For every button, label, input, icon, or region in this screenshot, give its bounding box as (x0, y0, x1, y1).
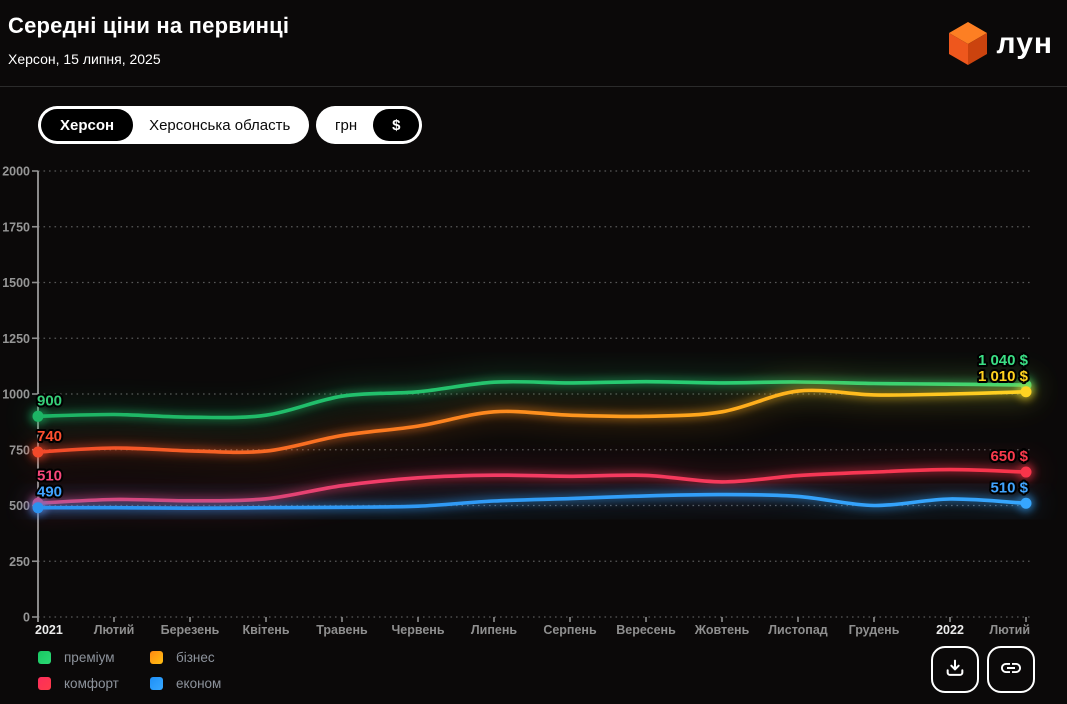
svg-text:2000: 2000 (2, 165, 30, 179)
svg-text:1500: 1500 (2, 276, 30, 290)
currency-option-0[interactable]: грн (335, 116, 358, 134)
region-option-0[interactable]: Херсон (41, 109, 134, 141)
start-value-label: 900 (37, 392, 62, 409)
header: Середні ціни на первинці Херсон, 15 липн… (0, 0, 1067, 87)
svg-text:Березень: Березень (161, 623, 220, 637)
end-value-label: 1 010 $ (978, 368, 1029, 385)
svg-text:Серпень: Серпень (543, 623, 597, 637)
svg-text:2021: 2021 (35, 623, 63, 637)
svg-text:Грудень: Грудень (849, 623, 900, 637)
end-value-label: 510 $ (990, 479, 1028, 496)
start-value-label: 490 (37, 484, 62, 501)
svg-text:Лютий: Лютий (989, 623, 1030, 637)
svg-text:0: 0 (23, 611, 30, 625)
lun-cube-icon (947, 20, 989, 71)
currency-option-1[interactable]: $ (373, 109, 420, 141)
legend-item-1[interactable]: бізнес (150, 650, 221, 665)
download-button[interactable] (931, 646, 979, 693)
chart-legend: преміум бізнес комфорт економ (38, 650, 221, 691)
svg-text:1250: 1250 (2, 332, 30, 346)
svg-text:2022: 2022 (936, 623, 964, 637)
svg-text:1750: 1750 (2, 220, 30, 234)
svg-text:Червень: Червень (391, 623, 444, 637)
lun-logo-text: лун (996, 26, 1053, 60)
region-option-1[interactable]: Херсонська область (149, 116, 291, 134)
link-icon (999, 656, 1023, 683)
currency-toggle: грн $ (316, 106, 423, 144)
legend-swatch-0 (38, 651, 51, 664)
page-subtitle: Херсон, 15 липня, 2025 (8, 51, 161, 67)
svg-text:500: 500 (9, 499, 30, 513)
end-value-label: 650 $ (990, 448, 1028, 465)
legend-label-1: бізнес (176, 650, 215, 665)
end-value-label: 1 040 $ (978, 352, 1029, 369)
series-бізнес (25, 377, 1039, 466)
legend-swatch-3 (150, 677, 163, 690)
legend-label-2: комфорт (64, 676, 119, 691)
svg-text:Липень: Липень (471, 623, 518, 637)
svg-text:250: 250 (9, 555, 30, 569)
legend-item-3[interactable]: економ (150, 676, 221, 691)
legend-swatch-1 (150, 651, 163, 664)
legend-item-0[interactable]: преміум (38, 650, 150, 665)
svg-text:Лютий: Лютий (94, 623, 135, 637)
start-value-label: 510 (37, 468, 62, 485)
legend-label-3: економ (176, 676, 222, 691)
svg-text:Вересень: Вересень (616, 623, 676, 637)
footer-buttons (931, 646, 1035, 693)
svg-text:Листопад: Листопад (768, 623, 828, 637)
svg-text:Травень: Травень (316, 623, 368, 637)
series-економ (25, 481, 1039, 522)
svg-text:1000: 1000 (2, 388, 30, 402)
start-value-label: 740 (37, 428, 62, 445)
copy-link-button[interactable] (987, 646, 1035, 693)
page-title: Середні ціни на первинці (8, 13, 290, 38)
lun-logo: лун (947, 20, 1053, 71)
download-icon (944, 657, 966, 682)
region-toggle: Херсон Херсонська область (38, 106, 310, 144)
svg-text:Квітень: Квітень (242, 623, 289, 637)
svg-text:750: 750 (9, 443, 30, 457)
legend-label-0: преміум (64, 650, 115, 665)
legend-item-2[interactable]: комфорт (38, 676, 150, 691)
svg-text:Жовтень: Жовтень (694, 623, 750, 637)
legend-swatch-2 (38, 677, 51, 690)
